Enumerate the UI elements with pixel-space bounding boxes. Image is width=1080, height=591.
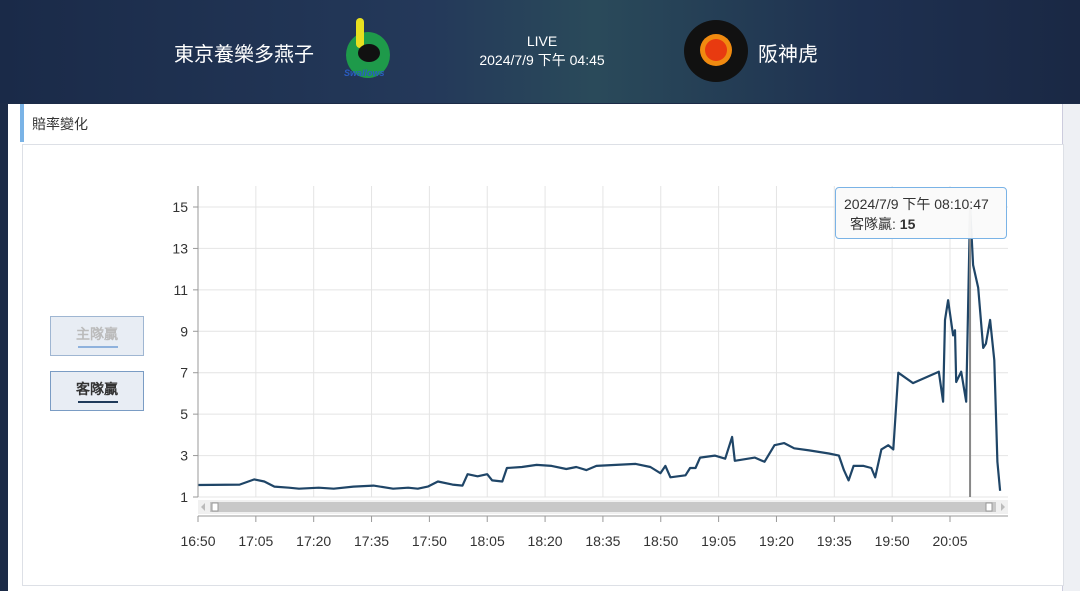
x-tick-label: 17:20 — [296, 533, 331, 549]
x-tick-label: 18:35 — [585, 533, 620, 549]
x-tick-label: 17:50 — [412, 533, 447, 549]
x-tick-label: 18:50 — [643, 533, 678, 549]
x-tick-label: 19:50 — [875, 533, 910, 549]
x-tick-label: 19:05 — [701, 533, 736, 549]
y-tick-label: 13 — [172, 240, 188, 256]
x-tick-label: 19:20 — [759, 533, 794, 549]
away-win-button[interactable]: 客隊贏 — [50, 371, 144, 411]
y-tick-label: 5 — [180, 406, 188, 422]
y-tick-label: 15 — [172, 199, 188, 215]
y-tick-label: 3 — [180, 448, 188, 464]
x-tick-label: 17:05 — [238, 533, 273, 549]
match-datetime: 2024/7/9 下午 04:45 — [479, 52, 605, 68]
tooltip-series: 客隊贏: — [850, 216, 896, 232]
swallows-logo-icon: Swallows — [344, 18, 390, 78]
away-win-label: 客隊贏 — [76, 381, 118, 397]
x-tick-label: 18:05 — [470, 533, 505, 549]
tooltip-time: 2024/7/9 下午 08:10:47 — [844, 196, 989, 212]
section-title: 賠率變化 — [20, 104, 1070, 142]
chart-tooltip: 2024/7/9 下午 08:10:47 客隊贏: 15 — [835, 187, 1007, 239]
home-win-button[interactable]: 主隊贏 — [50, 316, 144, 356]
y-tick-label: 1 — [180, 489, 188, 505]
scroll-left-icon[interactable] — [201, 503, 205, 511]
scroll-right-icon[interactable] — [1001, 503, 1005, 511]
home-team-name: 東京養樂多燕子 — [174, 44, 314, 66]
y-tick-label: 9 — [180, 323, 188, 339]
live-label: LIVE — [526, 33, 558, 49]
away-win-series-line — [197, 205, 1002, 491]
x-tick-label: 19:35 — [817, 533, 852, 549]
y-tick-label: 7 — [180, 365, 188, 381]
home-win-label: 主隊贏 — [76, 326, 118, 342]
match-header: 東京養樂多燕子 Swallows LIVE 2024/7/9 下午 04:45 … — [0, 0, 1080, 103]
tooltip-value: 15 — [899, 216, 916, 232]
x-tick-label: 17:35 — [354, 533, 389, 549]
y-tick-label: 11 — [173, 282, 188, 298]
match-status: LIVE 2024/7/9 下午 04:45 — [442, 32, 642, 70]
scrollbar-thumb[interactable] — [210, 502, 996, 512]
x-tick-label: 16:50 — [180, 533, 215, 549]
range-scrollbar[interactable] — [198, 500, 1008, 514]
x-tick-label: 20:05 — [932, 533, 967, 549]
x-tick-label: 18:20 — [528, 533, 563, 549]
away-team-name: 阪神虎 — [758, 44, 818, 66]
tigers-logo-icon — [684, 20, 748, 82]
